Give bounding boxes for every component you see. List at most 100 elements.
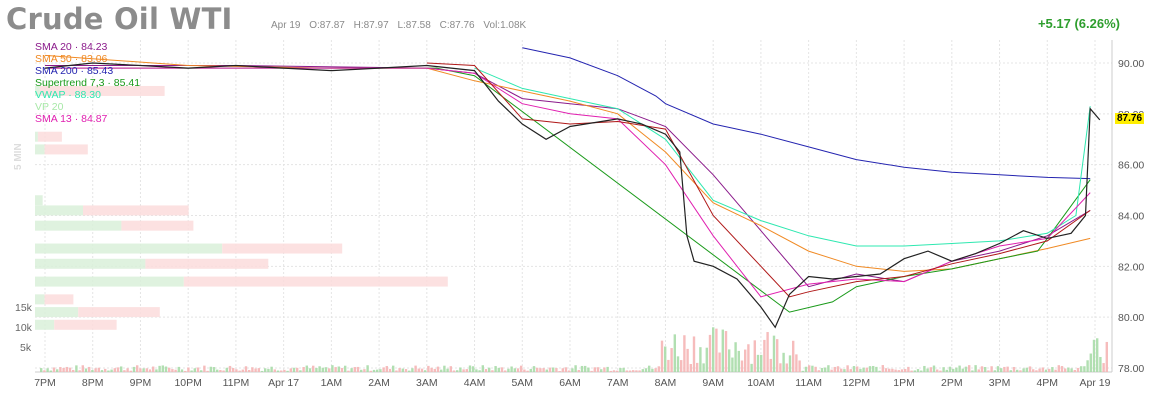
volume-bar (811, 365, 814, 372)
date-label: Apr 19 (271, 20, 301, 31)
volume-bar (558, 370, 561, 372)
x-tick-label: 2AM (368, 377, 390, 389)
x-tick-label: 8PM (82, 377, 104, 389)
volume-bar (504, 370, 507, 372)
volume-bar (228, 365, 232, 372)
volume-bar (340, 367, 344, 372)
volume-bar (600, 369, 603, 372)
volume-bar (337, 366, 340, 372)
volume-bar (571, 368, 574, 372)
y-tick-label: 78.00 (1118, 363, 1144, 375)
indicator-supertrend[interactable]: Supertrend 7,3 · 85.41 (35, 77, 141, 89)
price-change: +5.17 (6.26%) (1037, 16, 1120, 31)
volume-bar (1064, 368, 1067, 372)
low-value: L:87.58 (397, 20, 431, 31)
volume-bar (779, 363, 782, 372)
volume-bar (510, 366, 513, 372)
volume-bar (996, 366, 1000, 372)
volume-bar (948, 366, 952, 372)
volume-bar (507, 368, 510, 372)
volume-bar (568, 370, 571, 372)
volume-bar (929, 367, 932, 372)
volume-bar (817, 370, 820, 372)
volume-bar (366, 365, 369, 372)
volume-bar (836, 366, 840, 372)
volume-bar (62, 368, 65, 372)
volume-profile-sell (37, 131, 62, 142)
volume-profile-sell (78, 307, 160, 318)
x-tick-label: Apr 17 (268, 377, 299, 389)
volume-bar (203, 365, 206, 372)
x-tick-label: 11PM (223, 377, 250, 389)
volume-bar (1022, 368, 1025, 372)
volume-bar (683, 335, 686, 372)
volume-bar (868, 366, 872, 372)
volume-bar (305, 365, 308, 372)
volume-bar (916, 369, 920, 372)
volume-bar (792, 340, 795, 372)
volume-bar (113, 368, 116, 372)
volume-bar (856, 366, 859, 372)
volume-bar (369, 370, 372, 372)
volume-bar (584, 365, 587, 372)
indicator-sma20[interactable]: SMA 20 · 84.23 (35, 41, 108, 53)
volume-bar (936, 369, 939, 372)
volume-bar (40, 368, 43, 372)
volume-bar (136, 365, 139, 372)
x-tick-label: 9PM (130, 377, 152, 389)
indicator-sma200[interactable]: SMA 200 · 85.43 (35, 65, 114, 77)
volume-bar (267, 368, 270, 372)
x-tick-label: 4PM (1036, 377, 1058, 389)
volume-value: Vol:1.08K (483, 20, 527, 31)
volume-bar (456, 370, 459, 372)
indicator-sma13[interactable]: SMA 13 · 84.87 (35, 113, 108, 125)
volume-axis-label: 10k (15, 322, 32, 334)
volume-bar (644, 368, 648, 372)
volume-profile-sell (145, 258, 269, 269)
volume-bar (843, 369, 846, 372)
indicator-sma50[interactable]: SMA 50 · 83.06 (35, 53, 108, 65)
x-tick-label: 5AM (511, 377, 533, 389)
volume-bar (881, 365, 884, 372)
volume-bar (254, 368, 257, 372)
volume-bar (820, 367, 824, 372)
volume-bar (126, 368, 129, 372)
volume-profile-sell (183, 276, 448, 287)
volume-bar (433, 368, 436, 372)
volume-bar (190, 370, 193, 372)
volume-bar (312, 365, 315, 372)
volume-bar (241, 369, 244, 372)
volume-bar (801, 370, 804, 372)
indicator-vwap[interactable]: VWAP · 88.30 (35, 89, 101, 101)
volume-bar (740, 360, 744, 372)
volume-bar (350, 368, 353, 372)
volume-bar (388, 368, 392, 372)
volume-bar (52, 367, 56, 372)
volume-bar (392, 365, 395, 372)
volume-bar (680, 360, 683, 372)
volume-bar (1032, 369, 1035, 372)
volume-bar (612, 370, 616, 372)
volume-bar (545, 369, 548, 372)
volume-bar (276, 370, 280, 372)
volume-bar (353, 367, 356, 372)
volume-bar (244, 366, 248, 372)
volume-bar (907, 366, 910, 372)
volume-bar (462, 369, 465, 372)
volume-bar (945, 369, 948, 372)
volume-bar (772, 335, 776, 372)
volume-bar (715, 328, 718, 372)
volume-bar (763, 339, 766, 372)
volume-bar (542, 368, 545, 372)
volume-bar (356, 366, 360, 372)
volume-bar (296, 367, 299, 372)
volume-bar (705, 347, 708, 372)
volume-bar (142, 368, 145, 372)
volume-bar (158, 365, 161, 372)
volume-bar (260, 370, 264, 372)
indicator-vp20[interactable]: VP 20 (35, 101, 64, 113)
volume-bar (472, 366, 475, 372)
volume-bar (657, 366, 660, 372)
volume-bar (1044, 369, 1048, 372)
